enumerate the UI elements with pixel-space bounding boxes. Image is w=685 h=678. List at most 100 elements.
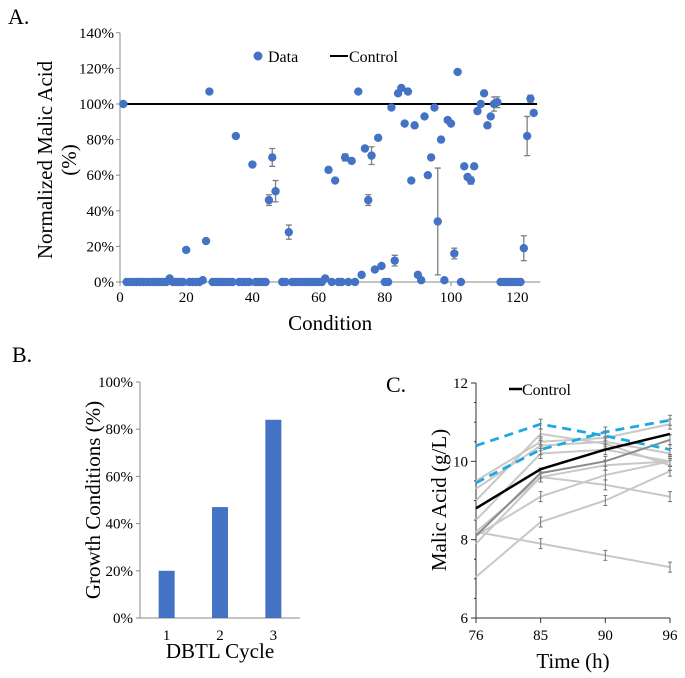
b-y-tick-label: 100%	[98, 375, 133, 391]
data-point	[430, 103, 439, 112]
data-point	[205, 87, 214, 96]
bar-cycle-2	[212, 507, 228, 618]
data-point	[460, 162, 469, 171]
data-point	[403, 87, 413, 96]
error-bar	[538, 516, 543, 528]
data-point	[119, 99, 128, 109]
c-x-tick-label: 76	[469, 628, 485, 644]
series-line	[475, 530, 671, 569]
data-point	[284, 227, 294, 237]
b-y-tick-label: 40%	[106, 517, 134, 533]
panel-label-a: A.	[8, 4, 29, 29]
data-point	[440, 276, 449, 285]
data-point	[476, 99, 485, 109]
data-point	[340, 153, 350, 162]
data-point	[330, 176, 340, 185]
legend-control-label: Control	[349, 49, 398, 66]
data-point	[493, 98, 502, 107]
series-line	[475, 470, 671, 578]
a-x-tick-label: 20	[179, 290, 194, 306]
error-bar	[668, 444, 672, 456]
data-point	[423, 171, 433, 180]
control-series-line	[475, 432, 671, 510]
series-line	[475, 448, 671, 521]
data-point	[370, 265, 380, 274]
a-y-tick-label: 20%	[87, 239, 115, 255]
a-x-tick-label: 60	[311, 290, 326, 306]
data-point	[390, 256, 399, 265]
b-x-tick-label: 3	[270, 628, 278, 644]
data-point	[417, 276, 426, 285]
data-point	[182, 245, 191, 255]
error-bar	[668, 491, 672, 503]
bar-cycle-1	[158, 570, 175, 618]
data-point	[420, 112, 429, 121]
panel-label-b: B.	[12, 342, 32, 367]
a-x-tick-label: 80	[377, 290, 392, 306]
data-point	[446, 119, 456, 128]
a-y-tick-label: 40%	[87, 204, 115, 220]
c-legend-control-label: Control	[522, 382, 571, 399]
data-point	[473, 106, 482, 116]
c-y-axis-label: Malic Acid (g/L)	[427, 429, 451, 571]
series-line	[475, 438, 671, 537]
data-point	[426, 153, 436, 162]
data-point	[436, 135, 446, 144]
data-point	[360, 144, 370, 153]
data-point	[529, 108, 538, 118]
a-y-tick-label: 100%	[79, 97, 114, 113]
a-x-tick-label: 100	[440, 290, 463, 306]
data-point	[387, 103, 396, 112]
data-point	[410, 121, 419, 130]
c-y-tick-label: 10	[453, 454, 468, 470]
data-point	[327, 277, 337, 287]
a-y-axis-label-line1: Normalized Malic Acid	[33, 60, 57, 259]
a-y-tick-label: 80%	[87, 133, 115, 149]
c-y-tick-label: 12	[453, 376, 468, 392]
error-bar	[603, 549, 608, 561]
panel-label-c: C.	[386, 372, 406, 397]
data-point	[354, 87, 363, 96]
legend-data-marker	[253, 51, 263, 61]
data-point	[453, 67, 462, 77]
series-line	[475, 475, 671, 545]
highlighted-series-line	[475, 422, 671, 451]
data-point	[373, 133, 383, 143]
data-point	[321, 274, 330, 283]
error-bar	[668, 561, 672, 573]
a-y-tick-label: 60%	[87, 168, 115, 184]
error-bar	[538, 444, 543, 456]
data-point	[397, 83, 406, 93]
error-bar	[538, 418, 543, 430]
error-bar	[603, 495, 608, 506]
highlighted-series-line	[475, 418, 671, 485]
data-point	[522, 131, 532, 141]
bar-cycle-3	[265, 419, 282, 618]
data-point	[377, 261, 386, 271]
data-point	[201, 236, 211, 246]
c-y-tick-label: 8	[461, 533, 469, 549]
data-point	[228, 277, 237, 287]
b-y-tick-label: 80%	[106, 422, 134, 438]
a-y-tick-label: 0%	[94, 275, 114, 291]
b-y-axis-label: Growth Conditions (%)	[81, 401, 105, 599]
b-y-tick-label: 20%	[106, 564, 134, 580]
data-point	[367, 151, 376, 160]
legend-data-label: Data	[268, 49, 298, 66]
data-point	[383, 277, 393, 287]
data-point	[337, 277, 346, 287]
data-point	[281, 277, 290, 287]
data-point	[248, 160, 257, 169]
data-point	[344, 277, 353, 287]
error-bar	[668, 414, 672, 426]
error-bar	[538, 538, 543, 550]
data-point	[244, 277, 254, 287]
b-x-tick-label: 2	[216, 628, 224, 644]
a-x-tick-label: 0	[116, 290, 124, 306]
data-point	[400, 119, 409, 128]
error-bar	[538, 491, 543, 503]
c-y-tick-label: 6	[461, 611, 469, 627]
data-point	[519, 243, 529, 253]
data-point	[357, 270, 366, 280]
data-point	[469, 162, 479, 171]
